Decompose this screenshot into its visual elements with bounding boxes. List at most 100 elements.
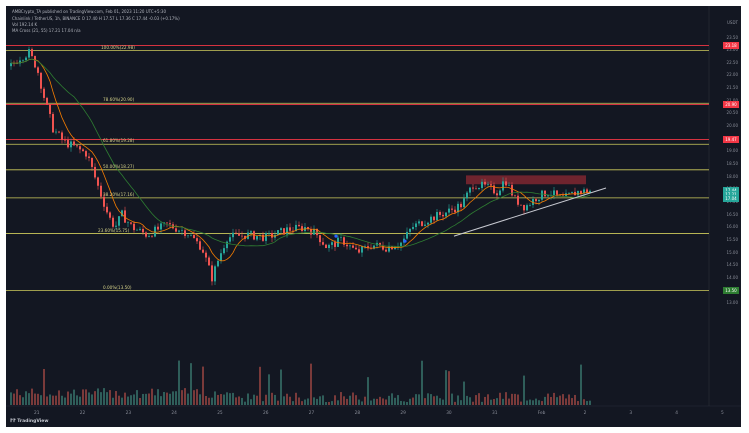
- ma-cross-marker: [403, 239, 407, 243]
- volume-bar: [163, 391, 165, 405]
- currency-label: USDT: [727, 20, 738, 25]
- fib-level-label: 100.00%(22.98): [101, 44, 135, 50]
- candle-body: [397, 246, 399, 248]
- candle-body: [301, 226, 303, 232]
- trendline: [453, 187, 607, 237]
- volume-bar: [208, 397, 210, 405]
- candle-body: [190, 234, 192, 236]
- candle-body: [28, 49, 30, 58]
- volume-bar: [394, 397, 396, 405]
- volume-bar: [25, 391, 27, 405]
- candle-body: [64, 139, 66, 141]
- volume-bar: [247, 393, 249, 405]
- volume-bar: [112, 397, 114, 405]
- fib-level-label: 38.20%(17.16): [103, 191, 135, 197]
- volume-bar: [529, 399, 531, 405]
- volume-bar: [571, 398, 573, 405]
- volume-bar: [346, 398, 348, 405]
- volume-bar: [514, 393, 516, 405]
- volume-bar: [310, 363, 312, 405]
- ma-cross-legend[interactable]: MA Cross (21, 55) 17.21 17.04 n/a: [12, 28, 81, 33]
- price-tick: 20.50: [726, 110, 738, 116]
- volume-bar: [376, 398, 378, 405]
- volume-bar: [304, 399, 306, 405]
- candle-body: [289, 227, 291, 231]
- volume-bar: [580, 364, 582, 405]
- volume-bar: [556, 397, 558, 405]
- candle-body: [82, 149, 84, 152]
- volume-bar: [460, 400, 462, 405]
- candle-body: [538, 199, 540, 202]
- candle-body: [46, 97, 48, 105]
- candle-body: [25, 57, 27, 61]
- volume-bar: [58, 390, 60, 405]
- volume-bar: [199, 394, 201, 405]
- candle-body: [493, 185, 495, 194]
- time-tick: 4: [675, 411, 678, 416]
- candle-body: [430, 216, 432, 223]
- volume-bar: [367, 377, 369, 405]
- price-tick: 22.00: [726, 72, 738, 78]
- candle-body: [559, 194, 561, 196]
- volume-legend[interactable]: Vol 192.14 K: [12, 22, 38, 27]
- ma-slow-line: [10, 58, 591, 247]
- tradingview-logo[interactable]: ⁋⁋ TradingView: [10, 419, 48, 424]
- candle-body: [412, 227, 414, 229]
- volume-bar: [253, 394, 255, 405]
- candle-body: [343, 237, 345, 245]
- candle-body: [256, 236, 258, 240]
- time-tick: 28: [354, 411, 361, 416]
- candle-body: [52, 113, 54, 133]
- candle-body: [37, 67, 39, 73]
- volume-bar: [316, 398, 318, 405]
- volume-bar: [94, 391, 96, 405]
- volume-bar: [127, 396, 129, 405]
- volume-bar: [406, 401, 408, 405]
- volume-bar: [511, 393, 513, 405]
- volume-bar: [334, 395, 336, 405]
- symbol-ohlc[interactable]: Chainlink / TetherUS, 1h, BINANCE O 17.4…: [12, 16, 180, 21]
- volume-bar: [286, 393, 288, 405]
- candle-body: [373, 245, 375, 249]
- volume-bar: [574, 394, 576, 405]
- candle-body: [364, 246, 366, 247]
- volume-bar: [10, 392, 12, 405]
- candle-body: [106, 206, 108, 213]
- volume-bar: [160, 396, 162, 405]
- candle-body: [127, 222, 129, 224]
- candle-body: [520, 204, 522, 206]
- volume-bar: [520, 401, 522, 405]
- time-tick: 22: [79, 411, 86, 416]
- volume-bar: [220, 394, 222, 405]
- candle-body: [349, 245, 351, 247]
- candle-body: [454, 209, 456, 213]
- volume-bar: [568, 394, 570, 405]
- volume-bar: [424, 398, 426, 405]
- price-tick: 18.00: [726, 173, 738, 179]
- candle-body: [502, 181, 504, 191]
- volume-bar: [322, 395, 324, 405]
- candle-body: [568, 192, 570, 194]
- volume-bar: [211, 397, 213, 405]
- candle-body: [142, 228, 144, 233]
- candle-body: [148, 235, 150, 237]
- volume-bar: [289, 396, 291, 405]
- volume-bar: [55, 395, 57, 405]
- fib-level-label: 50.00%(18.27): [103, 163, 135, 169]
- volume-bar: [280, 369, 282, 405]
- volume-bar: [319, 396, 321, 405]
- price-tick: 15.50: [726, 236, 738, 242]
- volume-bar: [409, 398, 411, 405]
- volume-bar: [355, 395, 357, 405]
- candle-body: [535, 199, 537, 202]
- volume-bar: [259, 366, 261, 405]
- volume-bar: [241, 397, 243, 405]
- price-tick: 21.50: [726, 85, 738, 91]
- fib-level-label: 78.60%(20.90): [103, 97, 135, 103]
- volume-bar: [130, 395, 132, 405]
- price-tick: 23.00: [726, 47, 738, 53]
- fib-level-label: 0.00%(13.50): [103, 284, 132, 290]
- candle-body: [244, 235, 246, 239]
- volume-bar: [175, 391, 177, 405]
- volume-bar: [502, 398, 504, 405]
